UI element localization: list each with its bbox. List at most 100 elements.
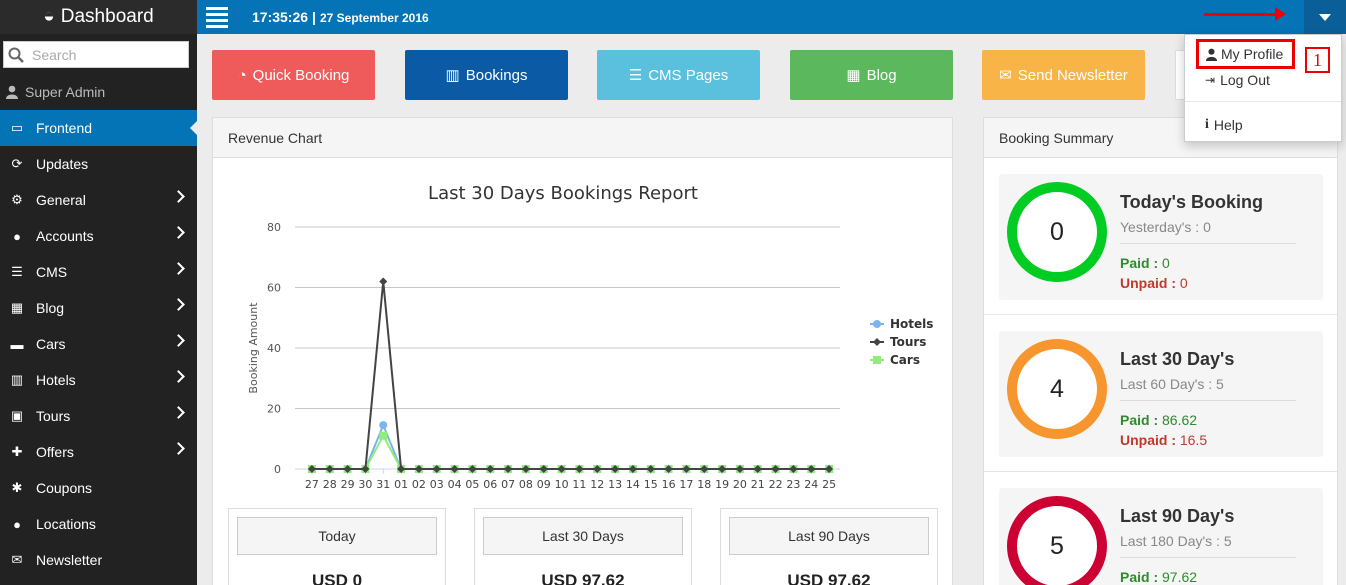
dashboard-icon: ◒ <box>43 6 55 27</box>
data-point <box>575 465 584 473</box>
paid-label: Paid : <box>1120 412 1159 428</box>
summary-divider <box>1120 243 1296 244</box>
x-tick-label: 31 <box>376 478 390 491</box>
sidebar-item-cms[interactable]: ☰ CMS <box>0 254 197 290</box>
summary-subtitle: Last 60 Day's : 5 <box>1120 376 1224 392</box>
refresh-icon: ⟳ <box>11 156 23 171</box>
clock-date: 27 September 2016 <box>319 11 429 25</box>
log-out-link[interactable]: ⇥ Log Out <box>1185 68 1341 92</box>
x-tick-label: 24 <box>804 478 818 491</box>
cogs-icon: ⚙ <box>11 192 23 207</box>
quick-button-bookings[interactable]: ▥ Bookings <box>405 50 568 100</box>
sidebar-item-frontend[interactable]: ▭ Frontend <box>0 110 197 146</box>
summary-title: Last 30 Day's <box>1120 349 1235 369</box>
sidebar-item-label: Accounts <box>36 228 94 244</box>
sidebar-item-cars[interactable]: ▬ Cars <box>0 326 197 362</box>
sidebar-item-label: Blog <box>36 300 65 316</box>
paid-value: 0 <box>1162 255 1170 271</box>
paid-row: Paid : 0 <box>1120 255 1170 271</box>
data-point <box>361 465 370 473</box>
x-tick-label: 25 <box>822 478 836 491</box>
brand[interactable]: ◒ Dashboard <box>0 0 197 34</box>
sidebar-item-label: Updates <box>36 156 89 172</box>
map-marker-icon: ● <box>13 516 21 532</box>
y-tick-label: 0 <box>274 463 281 476</box>
quick-button-blog[interactable]: ▦ Blog <box>790 50 953 100</box>
data-point <box>486 465 495 473</box>
sidebar-item-coupons[interactable]: ✱ Coupons <box>0 470 197 506</box>
sidebar-item-label: Frontend <box>36 120 93 136</box>
search-icon <box>8 47 24 63</box>
user-icon <box>1205 48 1218 61</box>
sidebar-item-updates[interactable]: ⟳ Updates <box>0 146 197 182</box>
data-point <box>718 465 727 473</box>
sidebar-item-accounts[interactable]: ● Accounts <box>0 218 197 254</box>
revenue-stat: Last 30 Days USD 97.62 <box>474 508 692 585</box>
summary-subtitle: Last 180 Day's : 5 <box>1120 533 1232 549</box>
sidebar-item-label: Newsletter <box>36 552 103 568</box>
grid-icon: ▦ <box>10 300 24 315</box>
quick-button-send-newsletter[interactable]: ✉ Send Newsletter <box>982 50 1145 100</box>
count-ring: 0 <box>1007 182 1107 282</box>
sidebar-item-general[interactable]: ⚙ General <box>0 182 197 218</box>
clock-separator: | <box>312 9 316 25</box>
chevron-right-icon <box>172 190 185 203</box>
sidebar-item-offers[interactable]: ✚ Offers <box>0 434 197 470</box>
x-tick-label: 14 <box>626 478 640 491</box>
x-tick-label: 16 <box>662 478 676 491</box>
caret-down-icon <box>1319 13 1331 21</box>
top-bar: 17:35:26 | 27 September 2016 <box>197 0 1346 34</box>
sidebar-item-label: Coupons <box>36 480 93 496</box>
sidebar-nav: ▭ Frontend ⟳ Updates ⚙ General ● Accounts ☰ CMS ▦ B… <box>0 110 197 578</box>
unpaid-label: Unpaid : <box>1120 432 1176 448</box>
sidebar-item-locations[interactable]: ● Locations <box>0 506 197 542</box>
my-profile-link[interactable]: My Profile <box>1196 39 1295 69</box>
legend-marker <box>873 338 881 346</box>
revenue-stat-label[interactable]: Today <box>237 517 437 555</box>
user-dropdown-toggle[interactable] <box>1304 0 1346 34</box>
x-tick-label: 06 <box>483 478 497 491</box>
car-icon: ▬ <box>10 336 24 352</box>
chevron-right-icon <box>172 298 185 311</box>
data-point <box>450 465 459 473</box>
summary-card: 4 Last 30 Day's Last 60 Day's : 5 Paid : 86… <box>999 331 1323 457</box>
sidebar-item-hotels[interactable]: ▥ Hotels <box>0 362 197 398</box>
menu-toggle-icon[interactable] <box>206 6 228 28</box>
y-tick-label: 60 <box>267 282 281 295</box>
data-point <box>557 465 566 473</box>
revenue-stat-label[interactable]: Last 90 Days <box>729 517 929 555</box>
x-tick-label: 04 <box>448 478 462 491</box>
building-icon: ▥ <box>10 372 24 387</box>
data-point <box>646 465 655 473</box>
bookings-chart: Last 30 Days Bookings Report020406080Boo… <box>247 183 933 491</box>
x-tick-label: 17 <box>679 478 693 491</box>
sidebar-item-label: CMS <box>36 264 68 280</box>
user-dropdown-menu: My Profile 1 ⇥ Log Out i Help <box>1184 34 1342 142</box>
sidebar-item-label: Cars <box>36 336 66 352</box>
log-out-label: Log Out <box>1220 72 1270 88</box>
x-tick-label: 10 <box>555 478 569 491</box>
sidebar: ◒ Dashboard Super Admin ▭ Frontend ⟳ Update… <box>0 0 197 585</box>
sidebar-item-newsletter[interactable]: ✉ Newsletter <box>0 542 197 578</box>
th-large-icon: ▦ <box>846 67 861 84</box>
y-axis-label: Booking Amount <box>247 302 260 394</box>
user-name: Super Admin <box>25 84 106 100</box>
count-ring: 4 <box>1007 339 1107 439</box>
revenue-stat-value: USD 97.62 <box>787 571 871 585</box>
x-tick-label: 27 <box>305 478 319 491</box>
suitcase-icon: ▣ <box>10 408 24 423</box>
sidebar-item-blog[interactable]: ▦ Blog <box>0 290 197 326</box>
x-tick-label: 28 <box>323 478 337 491</box>
legend-label: Tours <box>890 335 926 349</box>
unpaid-value: 16.5 <box>1179 432 1208 448</box>
revenue-stat-label[interactable]: Last 30 Days <box>483 517 683 555</box>
search-input[interactable] <box>32 46 182 63</box>
data-point <box>789 465 798 473</box>
search-wrap <box>0 34 197 74</box>
sidebar-item-tours[interactable]: ▣ Tours <box>0 398 197 434</box>
x-tick-label: 29 <box>341 478 355 491</box>
quick-button-quick-booking[interactable]: ◔ Quick Booking <box>212 50 375 100</box>
quick-button-cms-pages[interactable]: ☰ CMS Pages <box>597 50 760 100</box>
help-link[interactable]: i Help <box>1185 113 1341 137</box>
